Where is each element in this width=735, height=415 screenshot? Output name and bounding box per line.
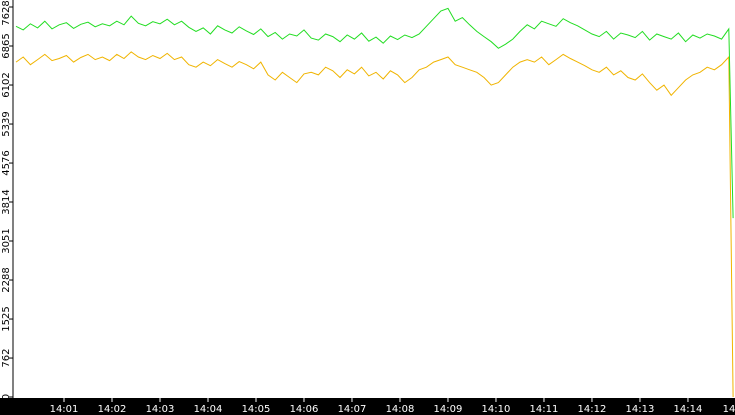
x-tick-label: 14:03 — [146, 404, 175, 415]
x-tick-label: 14:05 — [242, 404, 271, 415]
y-tick-label: 5339 — [1, 111, 12, 136]
y-tick-label: 2288 — [1, 267, 12, 292]
y-tick-label: 7628 — [1, 0, 12, 25]
x-tick-label: 14:12 — [578, 404, 607, 415]
series-line — [15, 7, 734, 219]
x-tick-label: 14:02 — [98, 404, 127, 415]
series-line — [15, 51, 734, 398]
x-tick-label: 14:04 — [194, 404, 223, 415]
y-tick-label: 3051 — [1, 228, 12, 253]
x-tick-label: 14 — [723, 404, 735, 415]
x-tick-label: 14:14 — [674, 404, 703, 415]
x-tick-label: 14:09 — [434, 404, 463, 415]
y-tick-label: 0 — [1, 394, 12, 400]
x-tick-label: 14:07 — [338, 404, 367, 415]
y-tick-label: 762 — [1, 348, 12, 367]
x-axis-bar — [0, 398, 735, 415]
x-tick-label: 14:10 — [482, 404, 511, 415]
y-tick-label: 4576 — [1, 150, 12, 175]
y-tick-label: 3814 — [1, 189, 12, 214]
x-tick-label: 14:08 — [386, 404, 415, 415]
y-tick-label: 6865 — [1, 33, 12, 58]
x-tick-label: 14:01 — [50, 404, 79, 415]
plot-area — [15, 7, 734, 398]
y-tick-label: 1525 — [1, 306, 12, 331]
x-tick-label: 14:11 — [530, 404, 559, 415]
x-tick-label: 14:06 — [290, 404, 319, 415]
y-tick-label: 6102 — [1, 72, 12, 97]
x-tick-label: 14:13 — [626, 404, 655, 415]
